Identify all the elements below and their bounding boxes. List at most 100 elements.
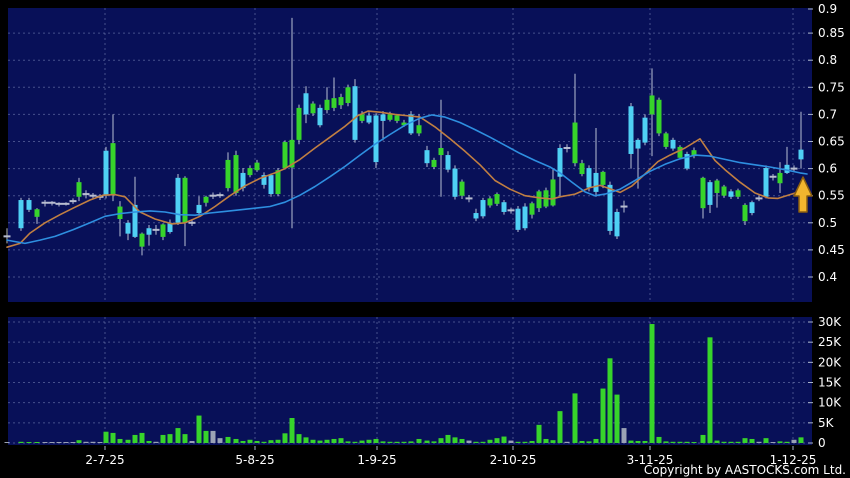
candle-body (550, 179, 556, 206)
volume-bar (125, 439, 131, 443)
volume-bar (56, 442, 62, 443)
candle (721, 184, 727, 198)
candle (69, 198, 77, 204)
volume-bar (579, 440, 585, 443)
candle (394, 114, 400, 124)
candle (55, 202, 63, 207)
volume-bar (798, 437, 804, 443)
volume-axis-label: 25K (818, 335, 842, 349)
price-axis-label: 0.8 (818, 53, 837, 67)
volume-bar (756, 441, 762, 443)
candle-body (445, 155, 451, 170)
candle (117, 201, 123, 237)
candle (473, 208, 479, 222)
volume-bar (714, 440, 720, 443)
candle (663, 131, 669, 150)
volume-panel[interactable] (8, 317, 812, 445)
volume-bar (217, 438, 223, 443)
doji-dash (188, 221, 196, 224)
doji-dash (620, 205, 628, 208)
date-axis-label: 2-7-25 (85, 453, 124, 467)
candle (268, 173, 274, 197)
volume-bar (182, 434, 188, 443)
candle-body (480, 200, 486, 217)
price-panel[interactable] (8, 8, 812, 302)
volume-bar (473, 441, 479, 443)
volume-axis-label: 30K (818, 315, 842, 329)
volume-bar (345, 441, 351, 443)
volume-bar (663, 441, 669, 443)
price-axis-label: 0.75 (818, 80, 845, 94)
volume-bar (642, 440, 648, 443)
candle-body (663, 133, 669, 147)
doji-dash (82, 193, 90, 196)
candle-body (777, 172, 783, 184)
candle-body (501, 202, 507, 212)
price-axis-label: 0.85 (818, 26, 845, 40)
candle (34, 208, 40, 224)
volume-bar (614, 394, 620, 443)
candle (714, 178, 720, 208)
volume-bar (742, 438, 748, 443)
date-axis-label: 2-10-25 (490, 453, 537, 467)
candle-body (721, 186, 727, 196)
volume-bar (401, 441, 407, 443)
date-axis-label: 1-12-25 (770, 453, 817, 467)
volume-bar (691, 442, 697, 443)
candle (614, 208, 620, 240)
volume-bar (452, 437, 458, 443)
candle-body (656, 99, 662, 134)
candle-body (684, 153, 690, 169)
volume-bar (635, 440, 641, 443)
volume-bar (380, 441, 386, 443)
price-axis-label: 0.9 (818, 2, 837, 16)
candle-body (473, 213, 479, 219)
volume-bar (677, 441, 683, 443)
volume-bar (600, 388, 606, 443)
price-axis-label: 0.45 (818, 243, 845, 257)
copyright-notice: Copyright by AASTOCKS.com Ltd. (643, 463, 846, 477)
volume-bar (132, 434, 138, 443)
candle-body (798, 149, 804, 160)
candle-body (247, 168, 253, 176)
candle (769, 174, 777, 181)
volume-bar (83, 441, 89, 443)
volume-bar (628, 440, 634, 443)
volume-bar (225, 436, 231, 443)
candle-body (310, 103, 316, 114)
volume-bars (4, 324, 804, 443)
volume-bar (289, 417, 295, 443)
volume-bar (515, 441, 521, 443)
candle-body (728, 191, 734, 197)
candle-body (167, 222, 173, 233)
volume-bar (670, 441, 676, 443)
volume-axis-label: 0 (818, 436, 826, 450)
candle-body (677, 146, 683, 158)
candle-body (670, 139, 676, 149)
volume-bar (593, 438, 599, 443)
volume-bar (296, 434, 302, 443)
volume-bar (466, 440, 472, 443)
doji-dash (41, 201, 49, 204)
candle (431, 157, 437, 170)
doji-dash (465, 197, 473, 200)
candle (26, 197, 32, 212)
candle-body (387, 114, 393, 120)
volume-bar (196, 415, 202, 443)
doji-dash (69, 200, 77, 203)
candle (798, 111, 804, 169)
candle-body (268, 175, 274, 195)
candle (103, 146, 109, 199)
candle-body (26, 200, 32, 210)
candle (515, 205, 521, 233)
volume-bar (656, 436, 662, 443)
candle-body (416, 125, 422, 134)
volume-bar (438, 438, 444, 443)
candle (607, 181, 613, 235)
candle (225, 152, 231, 192)
doji-dash (62, 202, 70, 205)
candle-body (452, 168, 458, 197)
doji-dash (755, 197, 763, 200)
